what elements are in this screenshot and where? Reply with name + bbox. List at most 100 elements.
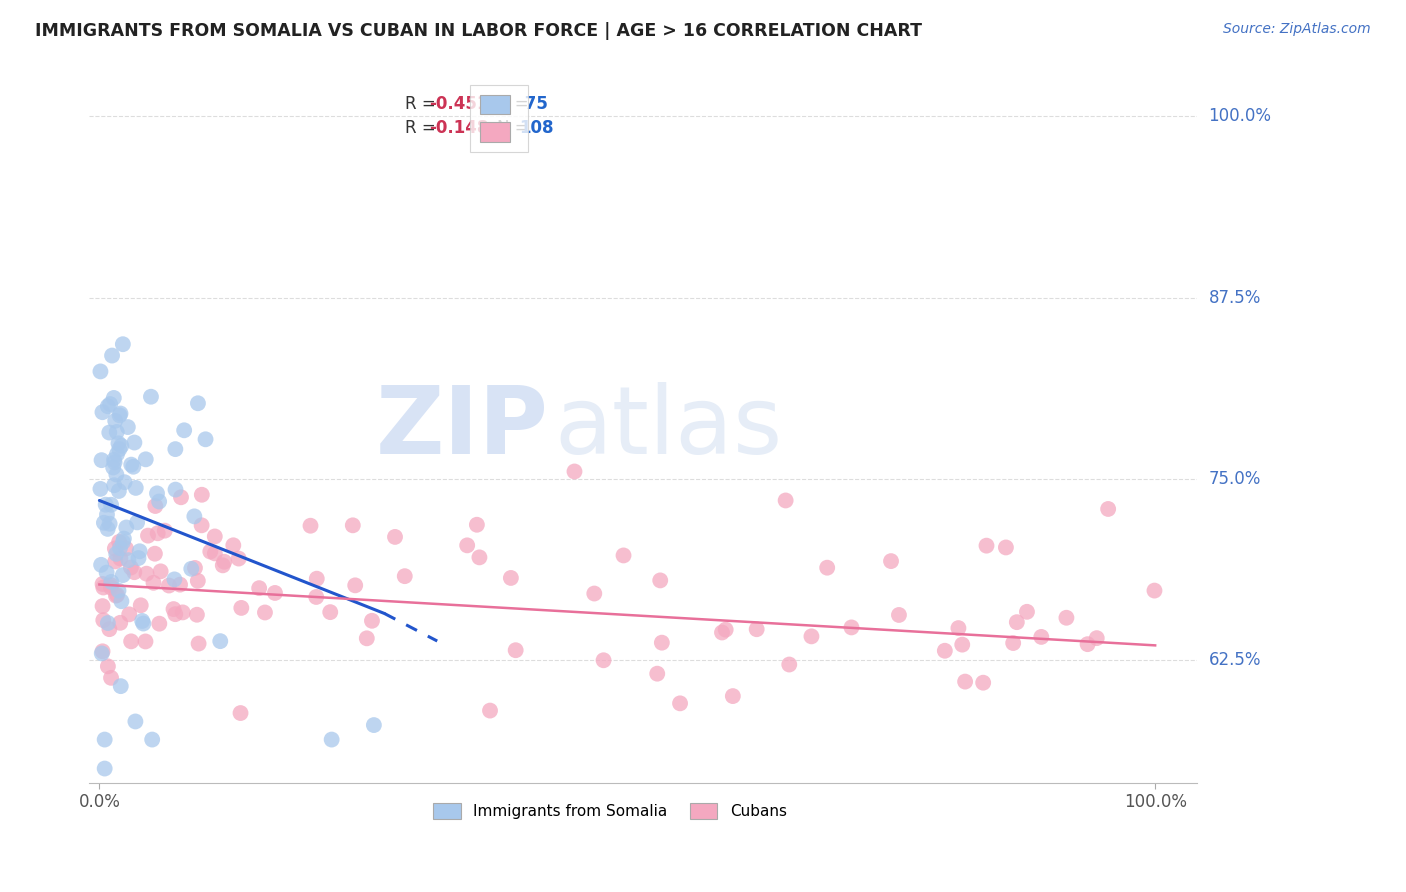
- Point: [97, 522, 120, 536]
- Point: [342, 518, 364, 533]
- Point: [1015, 605, 1038, 619]
- Point: [105, 425, 128, 439]
- Point: [124, 714, 146, 729]
- Point: [110, 407, 132, 421]
- Point: [112, 532, 135, 546]
- Point: [247, 581, 270, 595]
- Point: [89, 482, 111, 496]
- Point: [187, 637, 209, 651]
- Point: [104, 554, 127, 568]
- Point: [253, 606, 276, 620]
- Point: [125, 481, 148, 495]
- Point: [384, 530, 406, 544]
- Point: [948, 621, 970, 635]
- Point: [141, 732, 163, 747]
- Point: [612, 549, 634, 563]
- Point: [108, 541, 131, 556]
- Point: [120, 458, 142, 472]
- Point: [115, 520, 138, 534]
- Point: [1005, 615, 1028, 629]
- Point: [90, 453, 112, 467]
- Point: [394, 569, 416, 583]
- Point: [108, 409, 131, 423]
- Point: [950, 638, 973, 652]
- Text: atlas: atlas: [554, 382, 783, 474]
- Point: [204, 529, 226, 543]
- Point: [841, 620, 863, 634]
- Point: [108, 442, 131, 457]
- Point: [191, 488, 214, 502]
- Point: [117, 420, 139, 434]
- Point: [165, 483, 187, 497]
- Point: [1031, 630, 1053, 644]
- Point: [1085, 631, 1108, 645]
- Point: [142, 575, 165, 590]
- Point: [115, 541, 138, 556]
- Point: [231, 601, 253, 615]
- Point: [1143, 583, 1166, 598]
- Point: [110, 679, 132, 693]
- Point: [93, 762, 115, 776]
- Point: [111, 568, 134, 582]
- Point: [149, 565, 172, 579]
- Point: [100, 574, 122, 589]
- Point: [104, 589, 127, 603]
- Point: [650, 574, 672, 588]
- Point: [200, 544, 222, 558]
- Point: [228, 551, 250, 566]
- Point: [651, 635, 673, 649]
- Point: [305, 590, 328, 604]
- Point: [157, 578, 180, 592]
- Point: [264, 586, 287, 600]
- Text: -0.451: -0.451: [429, 95, 488, 113]
- Point: [97, 399, 120, 413]
- Text: 108: 108: [519, 120, 554, 137]
- Point: [564, 465, 586, 479]
- Point: [976, 539, 998, 553]
- Point: [103, 452, 125, 467]
- Point: [505, 643, 527, 657]
- Point: [190, 518, 212, 533]
- Point: [91, 405, 114, 419]
- Point: [184, 561, 207, 575]
- Point: [148, 616, 170, 631]
- Point: [91, 613, 114, 627]
- Text: 87.5%: 87.5%: [1209, 289, 1261, 307]
- Point: [1097, 502, 1119, 516]
- Point: [110, 594, 132, 608]
- Point: [105, 447, 128, 461]
- Point: [120, 560, 142, 574]
- Point: [153, 524, 176, 538]
- Point: [229, 706, 252, 720]
- Point: [363, 718, 385, 732]
- Point: [135, 566, 157, 581]
- Point: [124, 435, 146, 450]
- Point: [165, 607, 187, 622]
- Point: [98, 397, 121, 411]
- Point: [143, 547, 166, 561]
- Point: [1002, 636, 1025, 650]
- Point: [180, 562, 202, 576]
- Point: [465, 517, 488, 532]
- Legend: Immigrants from Somalia, Cubans: Immigrants from Somalia, Cubans: [427, 797, 793, 825]
- Text: Source: ZipAtlas.com: Source: ZipAtlas.com: [1223, 22, 1371, 37]
- Point: [344, 578, 367, 592]
- Point: [134, 634, 156, 648]
- Point: [128, 551, 150, 566]
- Point: [163, 573, 186, 587]
- Point: [117, 553, 139, 567]
- Point: [721, 689, 744, 703]
- Point: [645, 666, 668, 681]
- Point: [101, 460, 124, 475]
- Point: [172, 606, 194, 620]
- Point: [583, 586, 606, 600]
- Point: [669, 696, 692, 710]
- Text: 75: 75: [519, 95, 548, 113]
- Point: [100, 578, 122, 592]
- Point: [124, 565, 146, 579]
- Point: [209, 634, 232, 648]
- Point: [90, 647, 112, 661]
- Point: [97, 659, 120, 673]
- Point: [120, 634, 142, 648]
- Point: [132, 616, 155, 631]
